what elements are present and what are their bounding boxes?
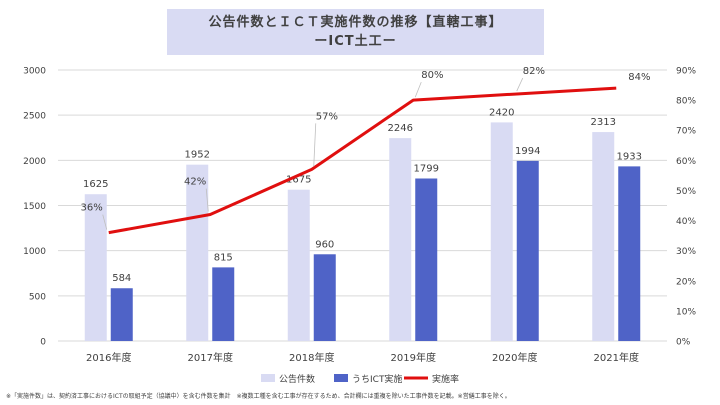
y-right-tick-label: 90% bbox=[676, 67, 696, 77]
x-tick-label: 2018年度 bbox=[289, 351, 334, 364]
data-label-ict: 584 bbox=[112, 273, 131, 284]
y-right-tick-label: 70% bbox=[676, 127, 696, 137]
bar-ict bbox=[516, 160, 539, 341]
y-left-tick-label: 3000 bbox=[23, 67, 46, 77]
y-right-tick-label: 80% bbox=[676, 97, 696, 107]
rate-leader-line bbox=[516, 77, 524, 92]
data-label-ict: 960 bbox=[315, 239, 334, 250]
x-tick-label: 2019年度 bbox=[391, 351, 436, 364]
x-tick-label: 2016年度 bbox=[86, 351, 131, 364]
bar-ict bbox=[415, 178, 438, 341]
bar-published bbox=[592, 132, 615, 341]
data-label-ict: 1933 bbox=[617, 151, 642, 162]
data-label-rate: 80% bbox=[421, 70, 443, 81]
data-label-rate: 36% bbox=[81, 203, 103, 214]
x-tick-label: 2021年度 bbox=[594, 351, 639, 364]
y-right-tick-label: 10% bbox=[676, 307, 696, 317]
legend-label-published: 公告件数 bbox=[279, 373, 315, 385]
data-label-published: 1625 bbox=[83, 179, 108, 190]
x-tick-label: 2017年度 bbox=[188, 351, 233, 364]
bar-published bbox=[490, 122, 513, 341]
rate-leader-line bbox=[414, 81, 422, 98]
bar-ict bbox=[313, 254, 336, 341]
data-label-rate: 57% bbox=[316, 111, 338, 122]
data-label-ict: 1994 bbox=[515, 146, 540, 157]
data-label-published: 2246 bbox=[388, 123, 413, 134]
y-left-tick-label: 500 bbox=[29, 292, 46, 302]
legend-swatch-ict bbox=[334, 374, 348, 382]
y-right-tick-label: 60% bbox=[676, 157, 696, 167]
bar-ict bbox=[212, 267, 235, 341]
bar-ict bbox=[110, 288, 133, 341]
y-right-tick-label: 0% bbox=[676, 338, 691, 348]
data-label-rate: 84% bbox=[628, 72, 650, 83]
rate-leader-line bbox=[313, 123, 317, 167]
y-right-tick-label: 20% bbox=[676, 277, 696, 287]
bar-published bbox=[84, 194, 107, 341]
legend-label-rate: 実施率 bbox=[432, 373, 459, 385]
bar-ict bbox=[618, 166, 641, 341]
chart-title-box: 公告件数とＩＣＴ実施件数の推移【直轄工事】 ーICT土工ー bbox=[167, 9, 544, 55]
bar-published bbox=[186, 164, 209, 341]
x-tick-label: 2020年度 bbox=[492, 351, 537, 364]
chart-subtitle: ーICT土工ー bbox=[314, 34, 397, 49]
rate-leader-line bbox=[205, 188, 209, 212]
series-line-rate bbox=[108, 86, 617, 235]
y-left-tick-label: 2500 bbox=[23, 112, 46, 122]
y-right-tick-label: 30% bbox=[676, 247, 696, 257]
y-left-tick-label: 0 bbox=[40, 338, 46, 348]
rate-leader-line bbox=[102, 214, 108, 230]
bar-published bbox=[389, 138, 412, 341]
chart-title: 公告件数とＩＣＴ実施件数の推移【直轄工事】 bbox=[208, 15, 503, 30]
y-left-tick-label: 1000 bbox=[23, 247, 46, 257]
y-right-tick-label: 50% bbox=[676, 187, 696, 197]
footnote: ※「実施件数」は、契約済工事におけるICTの取組予定（協議中）を含む件数を集計 … bbox=[6, 393, 511, 400]
y-right-tick-label: 40% bbox=[676, 217, 696, 227]
legend-swatch-published bbox=[261, 374, 275, 382]
data-label-published: 1675 bbox=[286, 175, 311, 186]
data-label-ict: 1799 bbox=[414, 163, 439, 174]
y-left-tick-label: 1500 bbox=[23, 202, 46, 212]
data-label-rate: 42% bbox=[184, 177, 206, 188]
data-label-published: 1952 bbox=[185, 150, 210, 161]
data-label-published: 2420 bbox=[489, 107, 514, 118]
legend-label-ict: うちICT実施 bbox=[352, 373, 402, 385]
y-left-tick-label: 2000 bbox=[23, 157, 46, 167]
data-label-ict: 815 bbox=[214, 252, 233, 263]
bar-published bbox=[287, 189, 310, 341]
data-label-published: 2313 bbox=[591, 117, 616, 128]
data-label-rate: 82% bbox=[523, 66, 545, 77]
